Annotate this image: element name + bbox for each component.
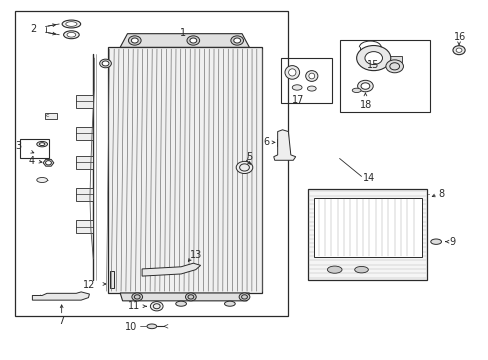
Bar — [15, 12, 288, 316]
Circle shape — [360, 83, 369, 89]
Bar — [110, 271, 114, 288]
Text: 12: 12 — [82, 280, 95, 290]
Circle shape — [356, 45, 390, 71]
Circle shape — [186, 36, 199, 45]
Bar — [76, 95, 93, 108]
Circle shape — [230, 36, 243, 45]
Ellipse shape — [455, 48, 461, 52]
Ellipse shape — [452, 46, 464, 55]
Bar — [76, 220, 93, 233]
Text: 1: 1 — [180, 28, 186, 38]
Circle shape — [100, 59, 111, 68]
Text: 18: 18 — [359, 100, 371, 111]
Text: 14: 14 — [362, 173, 374, 183]
Ellipse shape — [305, 71, 317, 81]
Text: 7: 7 — [58, 316, 64, 326]
Ellipse shape — [147, 324, 157, 329]
Circle shape — [131, 38, 138, 43]
Text: 9: 9 — [448, 237, 454, 247]
Text: 13: 13 — [189, 249, 202, 260]
Circle shape — [185, 293, 196, 301]
Text: 4: 4 — [29, 156, 35, 166]
Polygon shape — [120, 34, 249, 47]
Text: 8: 8 — [438, 189, 444, 199]
Text: 5: 5 — [245, 152, 252, 162]
Bar — [307, 189, 427, 280]
Circle shape — [132, 293, 142, 301]
Text: 10: 10 — [125, 322, 137, 332]
Polygon shape — [273, 130, 295, 160]
Bar — [108, 47, 261, 293]
Ellipse shape — [67, 32, 76, 37]
Ellipse shape — [307, 86, 316, 91]
Text: 6: 6 — [263, 138, 268, 147]
Text: 2: 2 — [30, 24, 36, 35]
Circle shape — [236, 161, 252, 174]
Ellipse shape — [37, 141, 47, 147]
Polygon shape — [142, 263, 200, 276]
Circle shape — [150, 302, 163, 311]
Circle shape — [102, 61, 109, 66]
Circle shape — [239, 293, 249, 301]
Polygon shape — [120, 293, 249, 301]
Ellipse shape — [288, 69, 295, 76]
Ellipse shape — [285, 66, 299, 79]
Bar — [380, 56, 401, 62]
Bar — [20, 139, 49, 158]
Circle shape — [364, 51, 382, 64]
Circle shape — [189, 38, 196, 43]
Ellipse shape — [351, 88, 360, 93]
Circle shape — [385, 60, 403, 73]
Text: c: c — [46, 113, 49, 118]
Bar — [76, 127, 93, 140]
Ellipse shape — [292, 85, 302, 90]
Circle shape — [45, 161, 51, 165]
Text: 17: 17 — [292, 95, 304, 105]
Text: 15: 15 — [366, 60, 379, 70]
Ellipse shape — [63, 31, 79, 39]
Bar — [281, 58, 331, 103]
Ellipse shape — [327, 266, 341, 273]
Bar — [44, 113, 57, 119]
Text: 3: 3 — [15, 141, 21, 151]
Ellipse shape — [308, 73, 314, 79]
Bar — [313, 198, 421, 257]
Ellipse shape — [430, 239, 441, 244]
Text: 16: 16 — [453, 32, 466, 42]
Ellipse shape — [37, 177, 47, 183]
Ellipse shape — [175, 301, 186, 306]
Ellipse shape — [224, 301, 235, 306]
Ellipse shape — [62, 20, 81, 28]
Circle shape — [357, 80, 372, 92]
Circle shape — [128, 36, 141, 45]
Polygon shape — [43, 159, 54, 166]
Circle shape — [233, 38, 240, 43]
Bar — [76, 156, 93, 168]
Polygon shape — [32, 292, 89, 300]
Bar — [339, 40, 429, 112]
Ellipse shape — [40, 143, 45, 145]
Ellipse shape — [354, 266, 367, 273]
Ellipse shape — [66, 22, 77, 26]
Text: 11: 11 — [128, 301, 141, 311]
Bar — [76, 188, 93, 201]
